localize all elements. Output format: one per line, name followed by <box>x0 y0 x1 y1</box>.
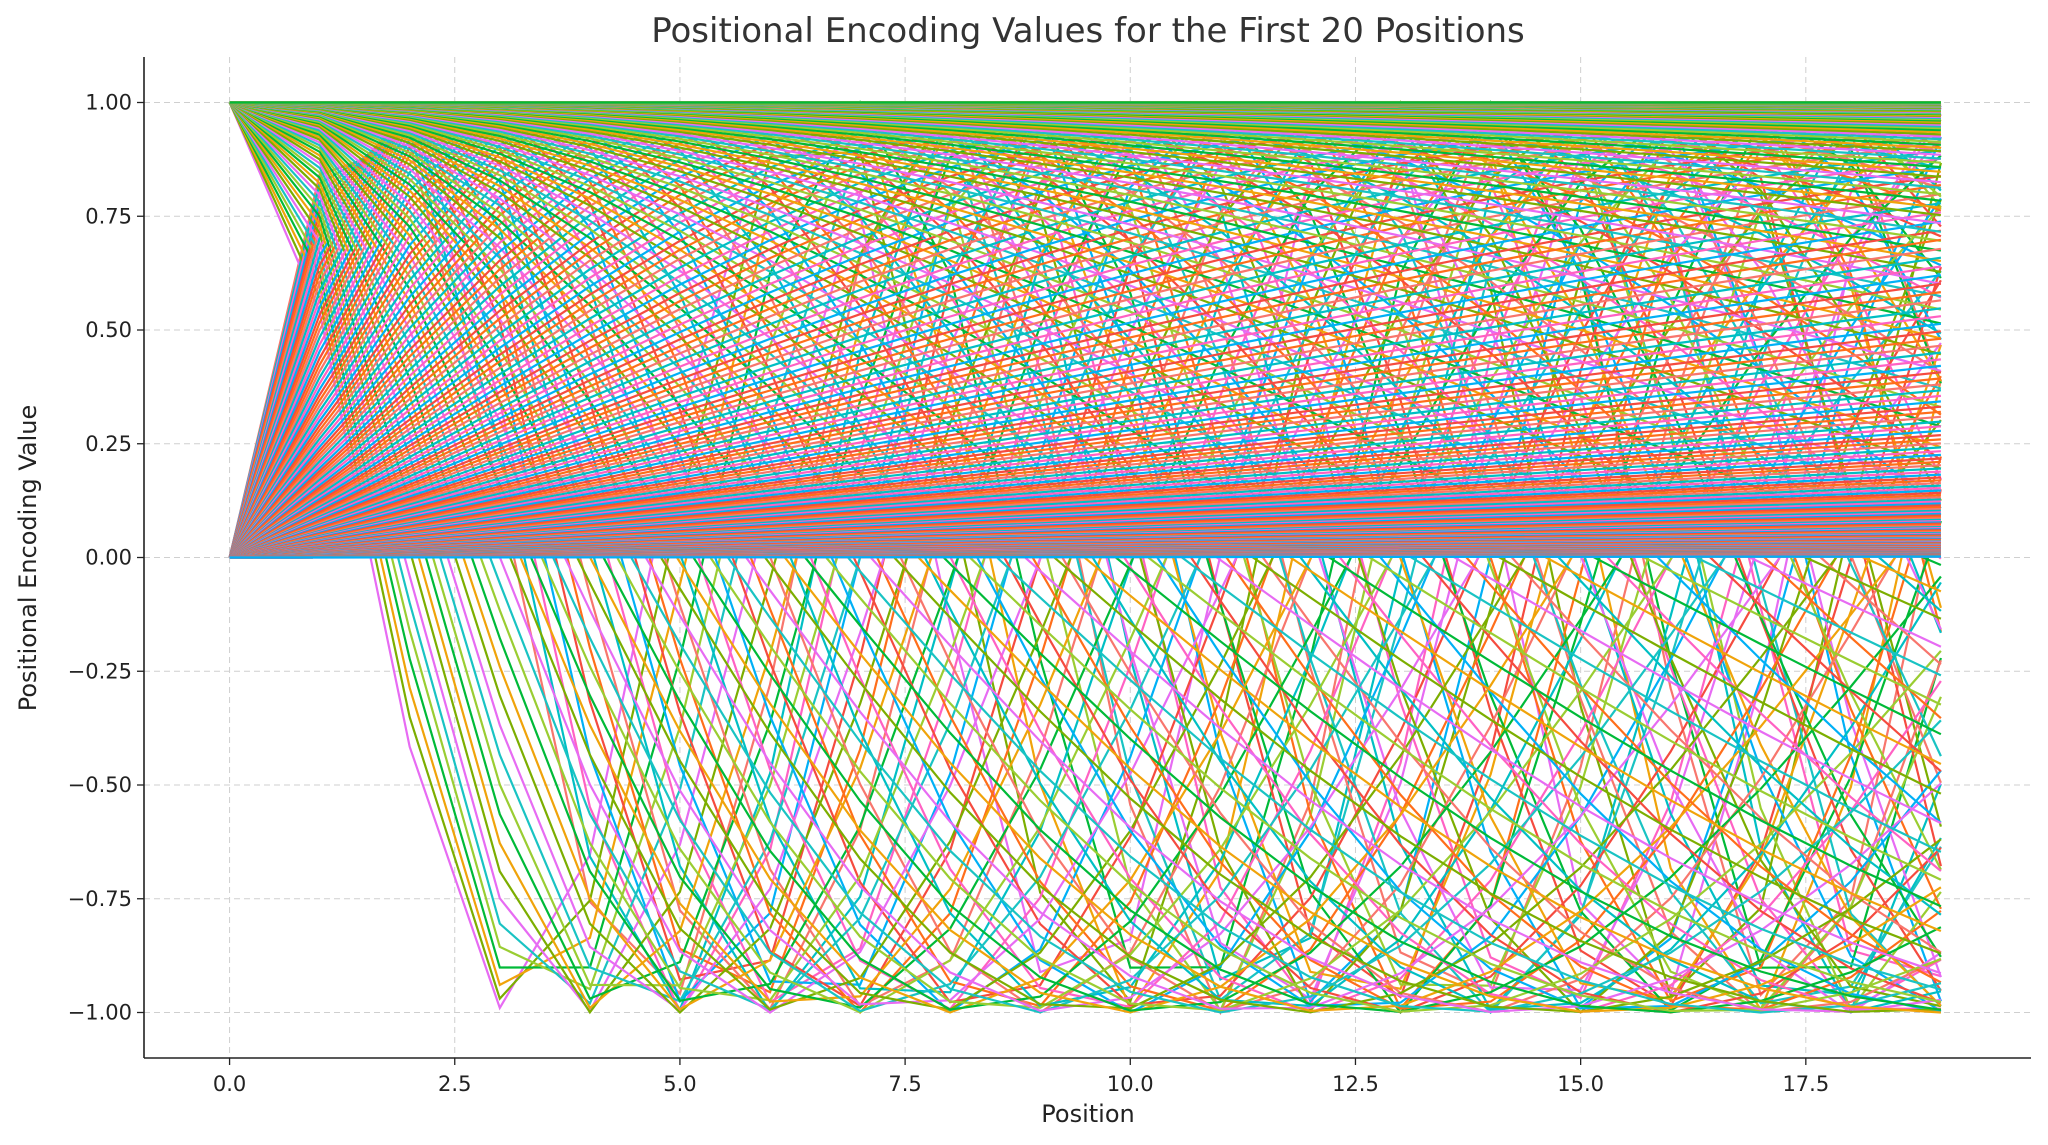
x-tick-label: 2.5 <box>438 1072 471 1096</box>
series-line-dim-168 <box>229 193 1942 559</box>
series-line-dim-162 <box>229 166 1942 559</box>
x-tick-label: 15.0 <box>1557 1072 1604 1096</box>
series-line-dim-113 <box>229 101 1942 933</box>
x-tick-label: 17.5 <box>1782 1072 1829 1096</box>
x-axis-label: Position <box>1041 1100 1134 1128</box>
x-tick-label: 12.5 <box>1332 1072 1379 1096</box>
series-line-dim-196 <box>229 315 1942 559</box>
series-line-dim-188 <box>229 282 1942 559</box>
series-line-dim-121 <box>229 101 1942 825</box>
y-tick-label: 0.50 <box>85 318 132 342</box>
series-line-dim-174 <box>229 220 1942 559</box>
series-line-dim-61 <box>229 101 1941 1013</box>
series-line-dim-206 <box>229 351 1942 559</box>
series-line-dim-77 <box>229 101 1942 1013</box>
series-line-dim-510 <box>229 555 1941 559</box>
series-line-dim-184 <box>229 265 1942 559</box>
series-line-dim-210 <box>229 364 1942 559</box>
y-tick-label: −1.00 <box>68 1001 132 1025</box>
series-line-dim-79 <box>229 101 1942 1013</box>
series-line-dim-97 <box>229 101 1942 1013</box>
series-line-dim-95 <box>229 101 1942 1014</box>
series-line-dim-186 <box>229 274 1942 559</box>
series-lines <box>228 100 1942 1016</box>
series-line-dim-156 <box>229 141 1942 559</box>
series-line-dim-194 <box>229 307 1942 559</box>
series-line-dim-83 <box>229 101 1942 1013</box>
series-line-dim-129 <box>229 101 1942 706</box>
series-line-dim-202 <box>229 337 1942 559</box>
series-line-dim-99 <box>229 101 1941 1013</box>
series-line-dim-212 <box>229 371 1942 559</box>
series-line-dim-31 <box>228 101 1942 1012</box>
series-line-dim-180 <box>229 247 1942 559</box>
series-line-dim-152 <box>229 127 1942 559</box>
series-line-dim-35 <box>228 101 1942 1011</box>
series-line-dim-160 <box>229 157 1942 559</box>
series-line-dim-208 <box>229 358 1942 559</box>
series-line-dim-190 <box>229 291 1942 559</box>
axes <box>137 57 2031 1065</box>
series-line-dim-204 <box>229 344 1942 559</box>
series-line-dim-78 <box>228 103 1942 1014</box>
y-tick-label: 0.00 <box>85 546 132 570</box>
y-axis-label: Positional Encoding Value <box>14 405 42 712</box>
series-line-dim-19 <box>228 101 1942 1015</box>
series-line-dim-82 <box>228 101 1942 984</box>
series-line-dim-172 <box>229 211 1942 559</box>
x-tick-label: 7.5 <box>888 1072 921 1096</box>
series-line-dim-170 <box>229 202 1942 559</box>
series-line-dim-111 <box>229 101 1942 955</box>
series-line-dim-91 <box>229 101 1942 1014</box>
tick-labels: 0.0 2.5 5.0 7.5 10.0 12.5 15.0 17.5 1.00 0.75 0.50… <box>68 91 1830 1097</box>
y-tick-label: −0.75 <box>68 887 132 911</box>
series-line-dim-69 <box>229 101 1942 1012</box>
series-line-dim-63 <box>229 101 1942 1010</box>
y-tick-label: −0.25 <box>68 659 132 683</box>
x-tick-label: 5.0 <box>663 1072 696 1096</box>
series-line-dim-125 <box>229 101 1942 765</box>
series-line-dim-139 <box>229 101 1942 567</box>
x-tick-label: 10.0 <box>1107 1072 1154 1096</box>
series-line-dim-178 <box>229 238 1942 559</box>
series-line-dim-33 <box>228 101 1942 1010</box>
series-line-dim-117 <box>229 101 1942 881</box>
chart-title: Positional Encoding Values for the First… <box>651 11 1525 51</box>
series-line-dim-74 <box>228 101 1942 1014</box>
series-line-dim-182 <box>229 256 1942 559</box>
series-line-dim-146 <box>229 110 1941 559</box>
y-tick-label: 1.00 <box>85 91 132 115</box>
y-tick-label: 0.75 <box>85 204 132 228</box>
y-tick-label: 0.25 <box>85 432 132 456</box>
series-line-dim-85 <box>229 101 1942 1014</box>
series-line-dim-192 <box>229 299 1942 559</box>
y-tick-label: −0.50 <box>68 773 132 797</box>
series-line-dim-198 <box>229 322 1942 559</box>
series-line-dim-137 <box>229 101 1942 593</box>
series-line-dim-200 <box>229 330 1942 559</box>
x-tick-label: 0.0 <box>213 1072 246 1096</box>
series-line-dim-176 <box>229 229 1942 559</box>
series-line-dim-17 <box>228 101 1942 1010</box>
series-line-dim-123 <box>229 101 1942 795</box>
series-line-dim-127 <box>229 101 1942 736</box>
series-line-dim-24 <box>228 101 1942 1014</box>
series-line-dim-75 <box>229 101 1942 1014</box>
series-line-dim-93 <box>229 101 1942 1013</box>
